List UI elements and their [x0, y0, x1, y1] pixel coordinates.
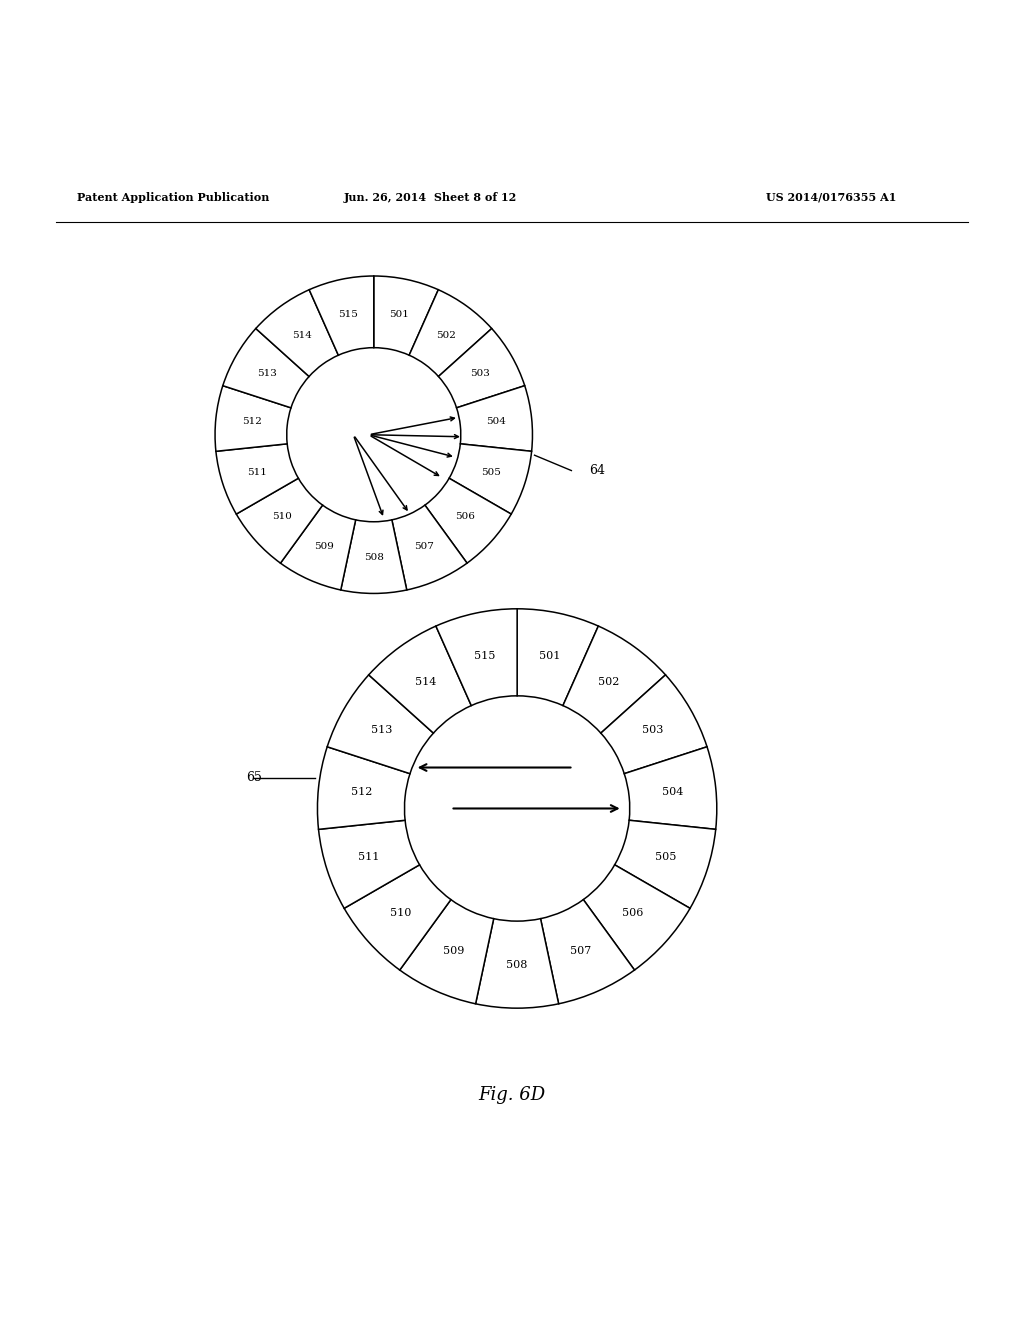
- Wedge shape: [317, 747, 410, 829]
- Wedge shape: [328, 675, 433, 774]
- Text: 512: 512: [242, 417, 261, 426]
- Wedge shape: [216, 444, 298, 513]
- Wedge shape: [438, 329, 524, 408]
- Text: 505: 505: [480, 469, 501, 478]
- Wedge shape: [341, 520, 407, 594]
- Text: 508: 508: [507, 960, 527, 970]
- Wedge shape: [541, 900, 635, 1003]
- Text: 506: 506: [623, 908, 644, 917]
- Wedge shape: [625, 747, 717, 829]
- Wedge shape: [309, 276, 374, 355]
- Wedge shape: [223, 329, 309, 408]
- Wedge shape: [457, 385, 532, 451]
- Text: 513: 513: [257, 368, 278, 378]
- Text: 505: 505: [655, 851, 676, 862]
- Text: 509: 509: [313, 543, 334, 552]
- Text: 64: 64: [589, 465, 605, 477]
- Text: 509: 509: [443, 946, 464, 956]
- Text: 510: 510: [390, 908, 412, 917]
- Wedge shape: [601, 675, 707, 774]
- Text: 506: 506: [455, 512, 475, 521]
- Wedge shape: [237, 478, 323, 564]
- Text: Jun. 26, 2014  Sheet 8 of 12: Jun. 26, 2014 Sheet 8 of 12: [343, 191, 517, 203]
- Text: 515: 515: [338, 310, 358, 319]
- Text: 501: 501: [389, 310, 410, 319]
- Text: 510: 510: [272, 512, 293, 521]
- Wedge shape: [450, 444, 531, 513]
- Wedge shape: [281, 506, 355, 590]
- Text: 502: 502: [598, 677, 620, 688]
- Wedge shape: [318, 820, 420, 908]
- Wedge shape: [517, 609, 598, 706]
- Text: 504: 504: [486, 417, 506, 426]
- Text: 507: 507: [570, 946, 591, 956]
- Text: 507: 507: [414, 543, 434, 552]
- Text: 508: 508: [364, 553, 384, 562]
- Wedge shape: [369, 626, 471, 733]
- Text: 511: 511: [247, 469, 267, 478]
- Text: 513: 513: [371, 726, 392, 735]
- Wedge shape: [584, 865, 690, 970]
- Text: US 2014/0176355 A1: US 2014/0176355 A1: [766, 191, 896, 203]
- Text: 501: 501: [539, 651, 560, 661]
- Text: Patent Application Publication: Patent Application Publication: [77, 191, 269, 203]
- Wedge shape: [392, 506, 467, 590]
- Wedge shape: [344, 865, 451, 970]
- Text: 504: 504: [662, 787, 683, 797]
- Wedge shape: [256, 289, 338, 376]
- Wedge shape: [436, 609, 517, 706]
- Text: 514: 514: [415, 677, 436, 688]
- Text: 503: 503: [470, 368, 490, 378]
- Text: 511: 511: [358, 851, 379, 862]
- Text: Fig. 6D: Fig. 6D: [478, 1086, 546, 1105]
- Text: 503: 503: [642, 726, 664, 735]
- Wedge shape: [614, 820, 716, 908]
- Wedge shape: [374, 276, 438, 355]
- Text: 65: 65: [246, 771, 262, 784]
- Wedge shape: [399, 900, 494, 1003]
- Text: 515: 515: [474, 651, 496, 661]
- Wedge shape: [215, 385, 291, 451]
- Wedge shape: [425, 478, 511, 564]
- Text: 512: 512: [351, 787, 373, 797]
- Wedge shape: [475, 919, 559, 1008]
- Text: 502: 502: [436, 331, 456, 339]
- Wedge shape: [410, 289, 492, 376]
- Text: 514: 514: [292, 331, 311, 339]
- Wedge shape: [563, 626, 666, 733]
